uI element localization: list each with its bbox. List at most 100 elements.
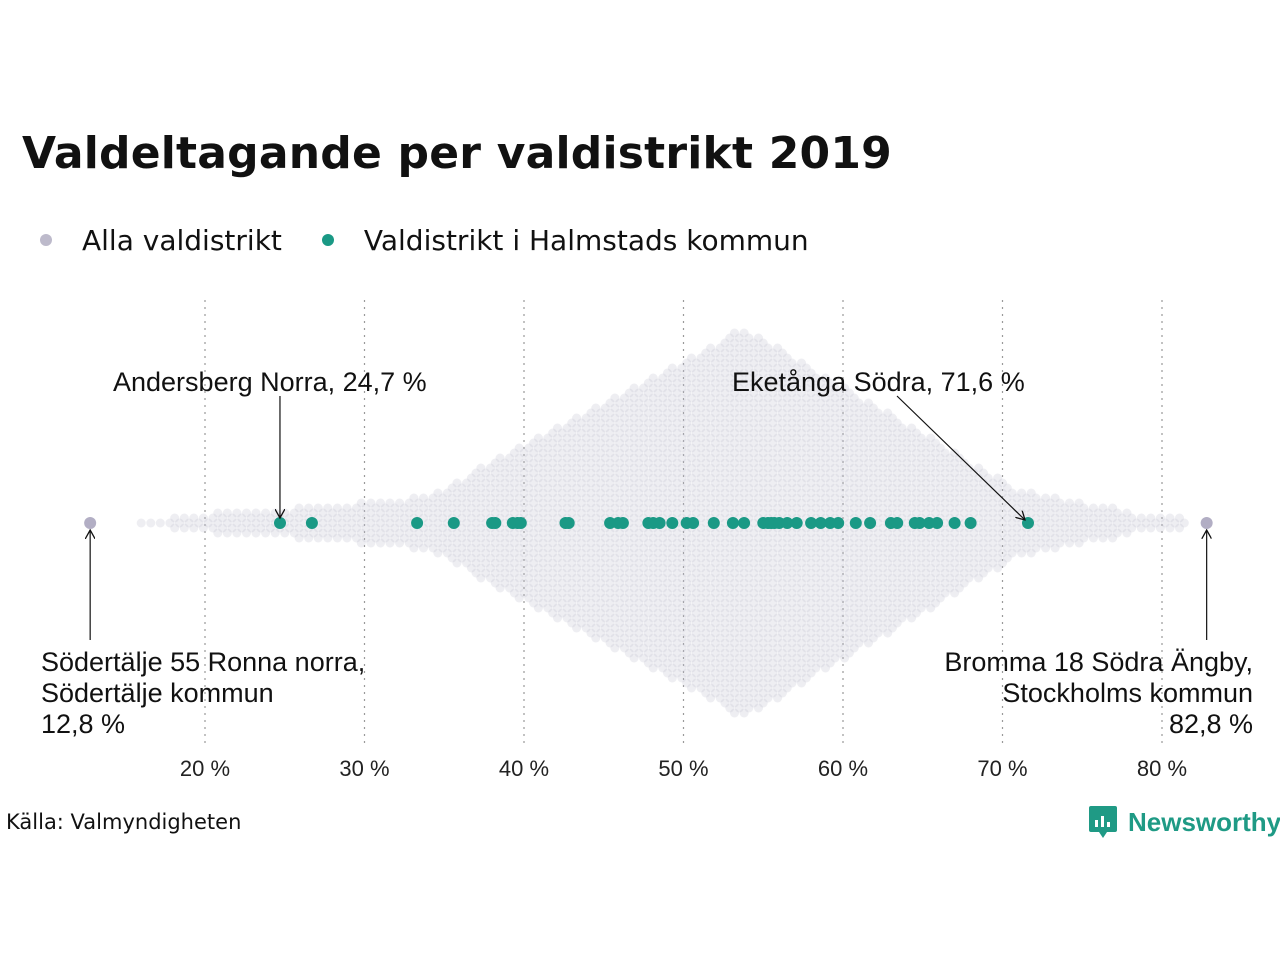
swarm-point [768, 508, 778, 518]
swarm-point [533, 563, 543, 573]
swarm-point [720, 638, 730, 648]
swarm-point [725, 383, 735, 393]
swarm-point [830, 423, 840, 433]
swarm-point [663, 568, 672, 578]
swarm-point [624, 538, 634, 548]
swarm-point [294, 513, 304, 523]
swarm-point [509, 488, 519, 498]
swarm-point [687, 573, 696, 583]
swarm-point [643, 648, 653, 658]
swarm-point [763, 593, 773, 603]
swarm-point [466, 473, 476, 483]
swarm-point [514, 533, 524, 543]
swarm-point [777, 428, 787, 438]
swarm-point [385, 508, 395, 518]
swarm-point [624, 618, 634, 628]
swarm-point [629, 453, 639, 463]
swarm-point [428, 513, 438, 523]
swarm-point [691, 618, 701, 628]
swarm-point [600, 413, 610, 423]
swarm-point [605, 428, 615, 438]
swarm-point [734, 433, 744, 443]
swarm-point [806, 378, 816, 388]
swarm-point [777, 488, 787, 498]
swarm-point [720, 408, 730, 418]
swarm-point [218, 513, 227, 523]
swarm-point [452, 528, 462, 538]
swarm-point [586, 588, 596, 598]
swarm-point [270, 528, 280, 538]
swarm-point [801, 493, 811, 503]
swarm-point [816, 638, 826, 648]
swarm-point [548, 448, 558, 458]
swarm-point [768, 478, 778, 488]
swarm-point [725, 413, 735, 423]
swarm-point [442, 508, 452, 518]
swarm-point [672, 608, 682, 618]
swarm-point [538, 518, 548, 528]
swarm-point [710, 418, 720, 428]
swarm-point [514, 473, 524, 483]
swarm-point [620, 463, 629, 473]
swarm-point [543, 503, 553, 513]
halmstad-point [948, 517, 961, 529]
swarm-point [213, 518, 223, 528]
swarm-point [821, 603, 830, 613]
swarm-point [821, 483, 830, 493]
swarm-point [739, 648, 749, 658]
swarm-point [256, 513, 266, 523]
swarm-point [543, 433, 553, 443]
swarm-point [773, 683, 783, 693]
swarm-point [562, 473, 572, 483]
swarm-point [758, 338, 768, 348]
swarm-point [481, 468, 491, 478]
swarm-point [390, 503, 400, 513]
swarm-point [610, 543, 620, 553]
swarm-point [806, 428, 816, 438]
swarm-point [768, 528, 778, 538]
swarm-point [376, 498, 385, 508]
swarm-point [739, 708, 749, 718]
swarm-point [667, 643, 677, 653]
swarm-point [777, 578, 787, 588]
swarm-point [538, 468, 548, 478]
swarm-point [725, 703, 735, 713]
legend-item-halmstad: Valdistrikt i Halmstads kommun [321, 224, 809, 257]
swarm-point [816, 568, 826, 578]
swarm-point [725, 353, 735, 363]
swarm-point [758, 468, 768, 478]
swarm-point [433, 548, 443, 558]
swarm-point [797, 638, 806, 648]
swarm-point [744, 663, 754, 673]
swarm-point [768, 388, 778, 398]
swarm-point [337, 518, 347, 528]
swarm-point [218, 523, 227, 533]
swarm-point [758, 578, 768, 588]
swarm-point [596, 608, 606, 618]
swarm-point [758, 428, 768, 438]
swarm-point [744, 533, 754, 543]
swarm-point [648, 553, 658, 563]
swarm-point [486, 503, 495, 513]
swarm-point [701, 468, 711, 478]
swarm-point [730, 648, 739, 658]
swarm-point [490, 488, 500, 498]
swarm-point [653, 428, 663, 438]
swarm-point [687, 653, 696, 663]
swarm-point [294, 523, 304, 533]
swarm-point [620, 413, 629, 423]
brand-logo[interactable]: Newsworthy [1088, 804, 1280, 840]
swarm-point [495, 553, 505, 563]
swarm-point [777, 378, 787, 388]
swarm-point [825, 558, 835, 568]
annotation-label: Eketånga Södra, 71,6 % [732, 367, 1025, 397]
swarm-point [653, 568, 663, 578]
swarm-point [821, 473, 830, 483]
swarm-point [821, 653, 830, 663]
swarm-point [505, 543, 515, 553]
swarm-point [801, 413, 811, 423]
swarm-point [691, 558, 701, 568]
swarm-point [442, 538, 452, 548]
swarm-point [620, 643, 629, 653]
swarm-point [768, 548, 778, 558]
